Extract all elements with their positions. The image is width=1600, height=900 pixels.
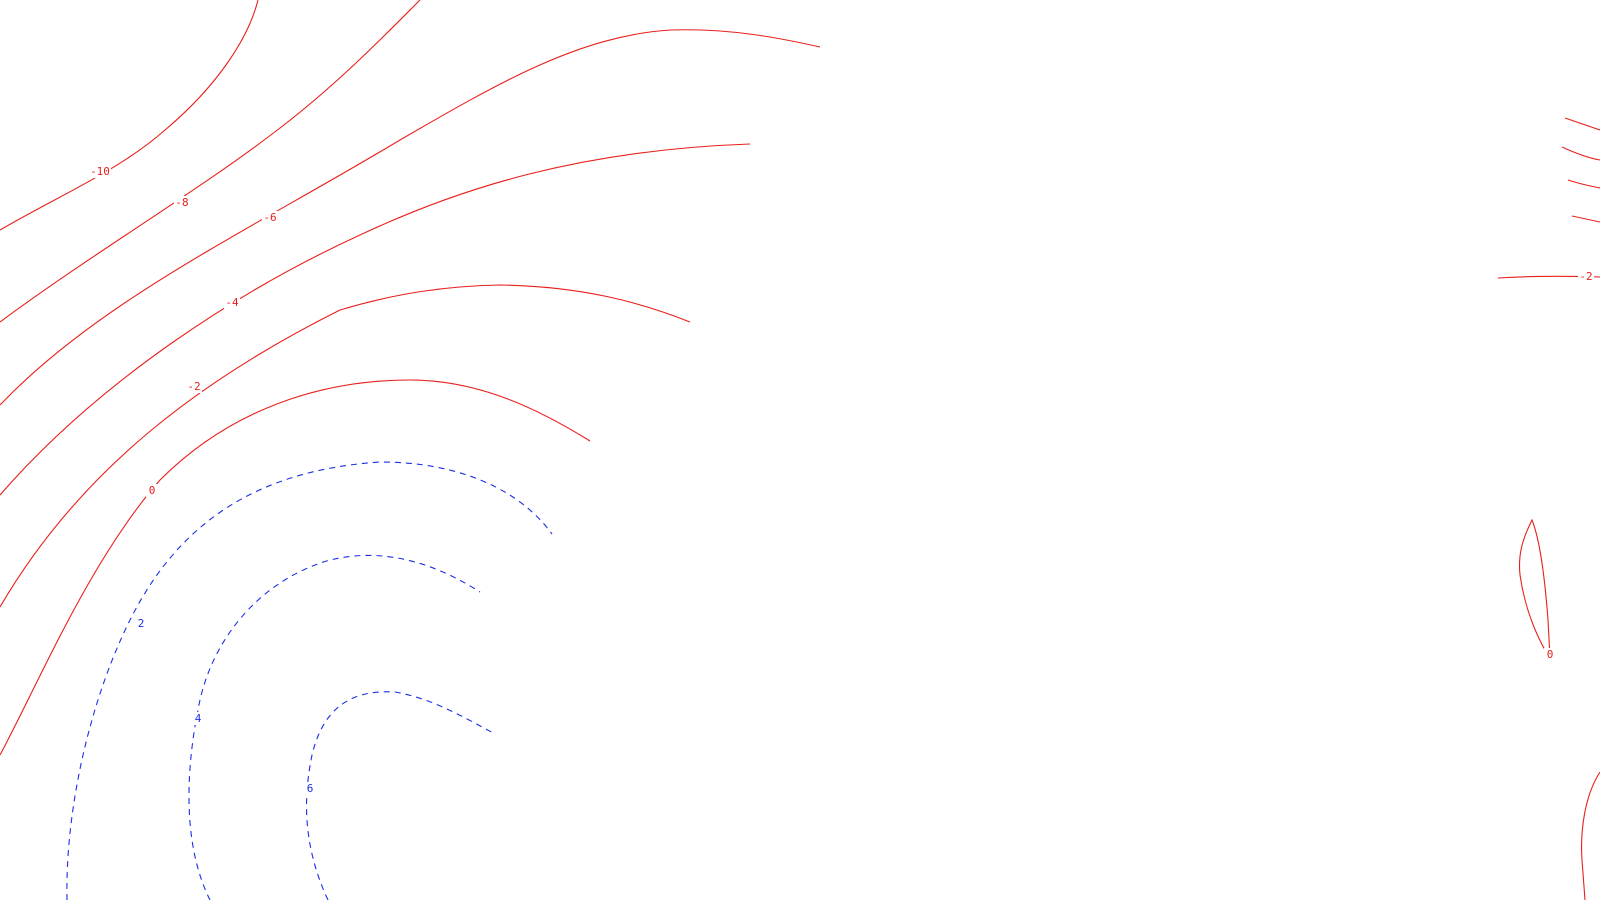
label-minus-2: -2 <box>186 380 202 393</box>
label-minus-6: -6 <box>262 211 278 224</box>
contour-line-zero <box>0 379 591 756</box>
label-plus-4: 4 <box>192 712 204 725</box>
label-minus-4: -4 <box>224 296 240 309</box>
label-zero: 0 <box>146 484 158 497</box>
contour-line-minus-10 <box>0 0 259 231</box>
contour-line-right-c <box>1567 179 1600 189</box>
label-plus-6: 6 <box>304 782 316 795</box>
label-minus-8: -8 <box>174 196 190 209</box>
label-right-minus-2: -2 <box>1578 270 1594 283</box>
contour-line-plus-4 <box>188 554 481 900</box>
svg-text:0: 0 <box>149 484 156 497</box>
contour-line-right-a <box>1564 117 1600 131</box>
contour-line-minus-8 <box>0 0 421 323</box>
contour-line-plus-6 <box>306 691 496 900</box>
label-minus-10: -10 <box>89 165 111 178</box>
svg-text:-4: -4 <box>225 296 239 309</box>
contour-line-minus-4 <box>0 143 751 496</box>
contour-line-minus-2 <box>0 284 691 608</box>
svg-text:6: 6 <box>307 782 314 795</box>
svg-text:-6: -6 <box>263 211 276 224</box>
svg-text:2: 2 <box>138 617 145 630</box>
contour-loop-right-zero <box>1518 518 1551 660</box>
svg-text:-2: -2 <box>187 380 200 393</box>
contour-line-minus-6 <box>0 29 821 406</box>
label-plus-2: 2 <box>135 617 147 630</box>
contour-line-plus-2 <box>66 461 553 900</box>
svg-text:-2: -2 <box>1579 270 1592 283</box>
svg-text:0: 0 <box>1547 648 1554 661</box>
contour-line-right-bottom <box>1581 771 1600 900</box>
label-right-zero: 0 <box>1544 648 1556 661</box>
svg-text:-10: -10 <box>90 165 110 178</box>
svg-text:-8: -8 <box>175 196 188 209</box>
contour-line-right-b <box>1561 146 1600 161</box>
contour-line-right-d <box>1571 215 1600 223</box>
svg-text:4: 4 <box>195 712 202 725</box>
